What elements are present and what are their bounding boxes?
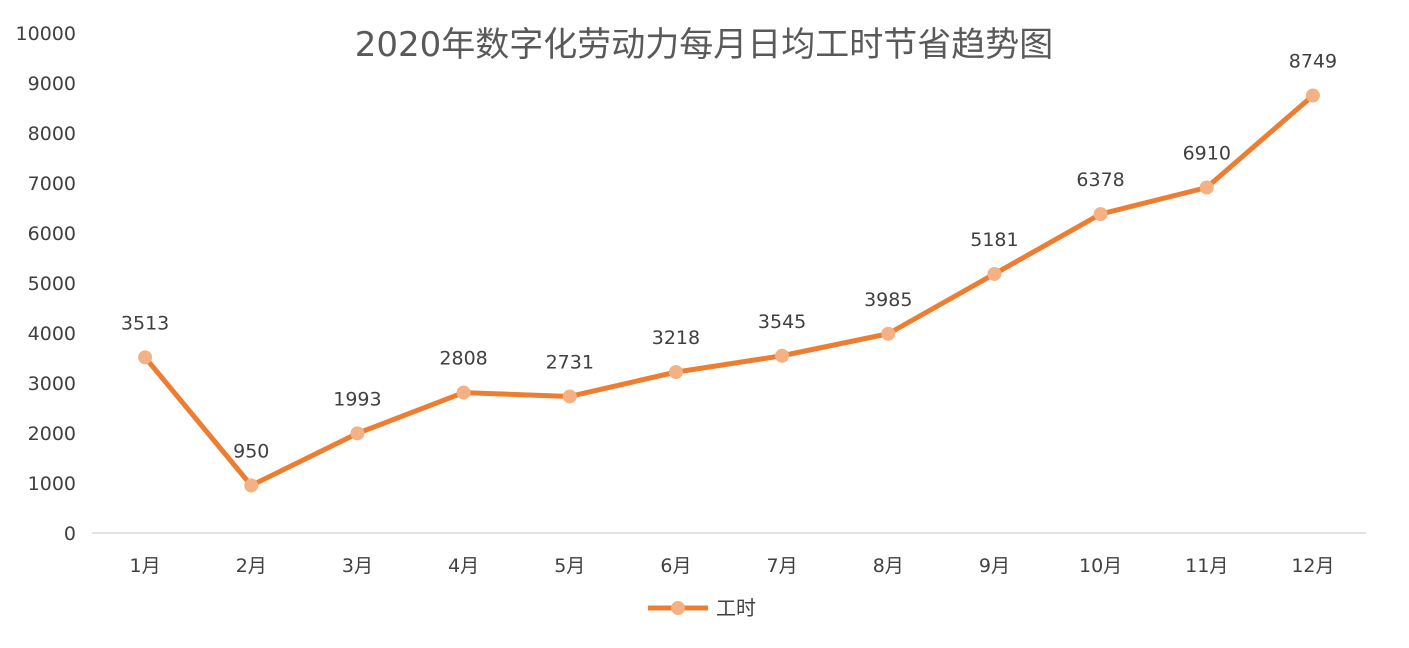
- x-tick-label: 2月: [236, 555, 267, 577]
- x-axis-tick-labels: 1月 2月 3月 4月 5月 6月 7月 8月 9月 10月 11月 12月: [130, 555, 1335, 577]
- x-tick-label: 7月: [767, 555, 798, 577]
- data-point-marker: [138, 350, 153, 365]
- y-tick-label: 8000: [28, 123, 76, 145]
- x-tick-label: 1月: [130, 555, 161, 577]
- series-line-gongshi: [142, 93, 1316, 488]
- data-label: 2808: [439, 348, 487, 370]
- data-label: 3985: [864, 289, 912, 311]
- data-point-marker: [244, 478, 259, 493]
- chart-title: 2020年数字化劳动力每月日均工时节省趋势图: [355, 25, 1054, 65]
- data-label: 950: [233, 441, 269, 463]
- y-tick-label: 4000: [28, 323, 76, 345]
- data-label: 5181: [970, 229, 1018, 251]
- data-point-marker: [987, 266, 1002, 281]
- x-tick-label: 6月: [660, 555, 691, 577]
- legend-marker-swatch: [671, 601, 685, 615]
- x-tick-label: 5月: [554, 555, 585, 577]
- data-label: 3545: [758, 311, 806, 333]
- x-tick-label: 4月: [448, 555, 479, 577]
- y-tick-label: 9000: [28, 73, 76, 95]
- data-label: 2731: [546, 351, 594, 373]
- data-label: 6910: [1183, 143, 1231, 165]
- data-point-marker: [668, 365, 683, 380]
- data-point-marker: [456, 385, 471, 400]
- y-tick-label: 3000: [28, 373, 76, 395]
- x-tick-label: 8月: [873, 555, 904, 577]
- x-tick-label: 12月: [1291, 555, 1334, 577]
- y-tick-label: 5000: [28, 273, 76, 295]
- y-tick-label: 6000: [28, 223, 76, 245]
- data-label: 8749: [1289, 51, 1337, 73]
- data-point-marker: [350, 426, 365, 441]
- x-tick-label: 9月: [979, 555, 1010, 577]
- data-point-marker: [775, 348, 790, 363]
- data-labels: 3513 950 1993 2808 2731 3218 3545 3985 5181 6378 6…: [121, 51, 1337, 463]
- data-point-marker: [562, 389, 577, 404]
- data-point-marker: [1305, 88, 1320, 103]
- data-point-marker: [1093, 207, 1108, 222]
- data-label: 1993: [333, 388, 381, 410]
- y-tick-label: 2000: [28, 423, 76, 445]
- legend: 工时: [648, 596, 756, 620]
- data-label: 6378: [1076, 169, 1124, 191]
- data-point-marker: [881, 326, 896, 341]
- legend-label: 工时: [716, 596, 756, 620]
- y-tick-label: 0: [64, 523, 76, 545]
- x-tick-label: 11月: [1185, 555, 1228, 577]
- y-tick-label: 7000: [28, 173, 76, 195]
- x-tick-label: 10月: [1079, 555, 1122, 577]
- y-tick-label: 1000: [28, 473, 76, 495]
- y-axis-tick-labels: 0 1000 2000 3000 4000 5000 6000 7000 8000 9000 100…: [16, 23, 76, 545]
- y-tick-label: 10000: [16, 23, 76, 45]
- x-tick-label: 3月: [342, 555, 373, 577]
- data-point-marker: [1199, 180, 1214, 195]
- data-label: 3513: [121, 312, 169, 334]
- data-label: 3218: [652, 327, 700, 349]
- series-markers: [138, 88, 1320, 493]
